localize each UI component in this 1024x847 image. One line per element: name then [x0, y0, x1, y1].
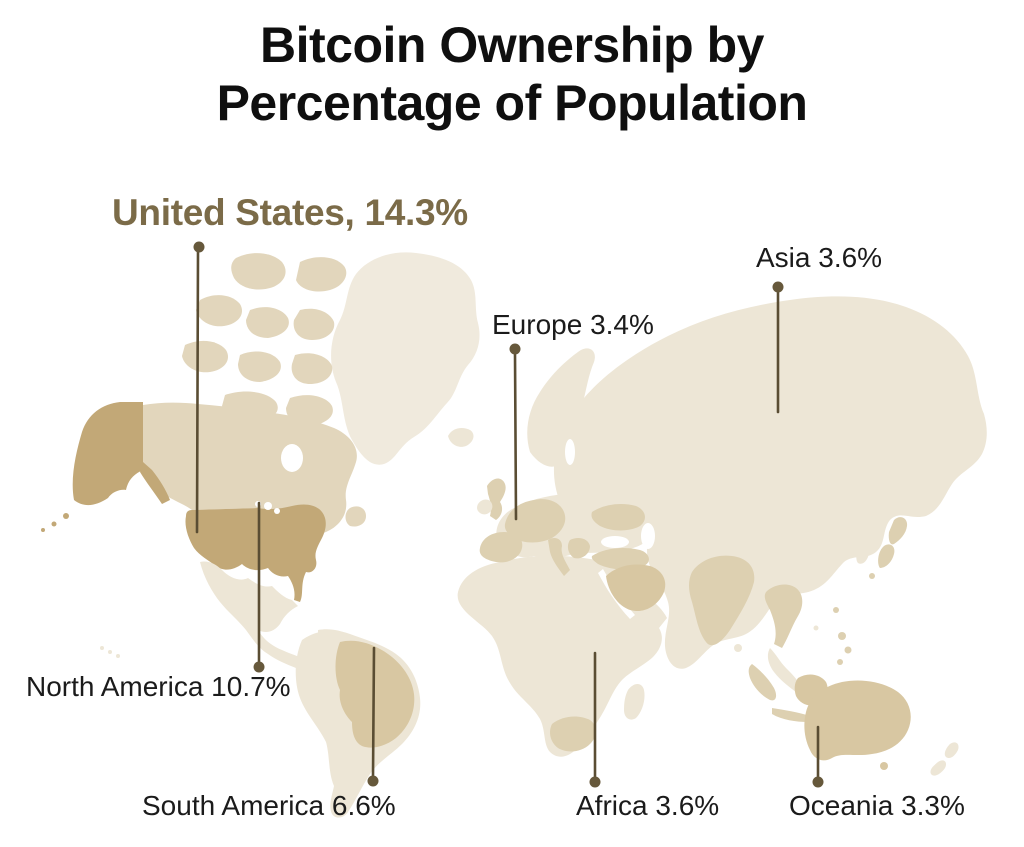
- tasmania-shape: [880, 762, 888, 770]
- iceland-shape: [448, 428, 474, 447]
- japan-island: [878, 544, 895, 568]
- alaska-panhandle: [140, 462, 170, 504]
- japan-island: [869, 573, 875, 579]
- japan-shape: [869, 517, 908, 579]
- newfoundland-shape: [345, 506, 366, 527]
- nz-north-island: [944, 742, 959, 759]
- hawaiian-island: [100, 646, 104, 650]
- india-shape: [689, 555, 755, 646]
- hainan-shape: [813, 625, 819, 631]
- arctic-island: [196, 295, 243, 327]
- leader-lines: [193, 241, 824, 788]
- france-germany-shape: [504, 499, 566, 543]
- aleutian-island: [63, 513, 69, 519]
- label-north-america: North America 10.7%: [26, 671, 291, 702]
- aleutian-island: [41, 528, 45, 532]
- page-title: Bitcoin Ownership by Percentage of Popul…: [0, 16, 1024, 132]
- arctic-island: [246, 307, 289, 338]
- leader-dot-south-america: [367, 775, 379, 787]
- balkans-shape: [567, 538, 590, 559]
- hawaiian-island: [108, 650, 112, 654]
- aleutian-island: [51, 521, 57, 527]
- caspian-sea-water: [641, 523, 655, 549]
- leader-dot-united-states: [193, 241, 205, 253]
- indochina-shape: [764, 584, 803, 648]
- black-sea-water: [601, 536, 629, 548]
- greenland-shape: [331, 252, 480, 465]
- java-shape: [772, 708, 810, 722]
- united-kingdom-shape: [487, 478, 506, 520]
- label-south-america: South America 6.6%: [142, 790, 396, 821]
- korea-shape: [856, 543, 870, 564]
- canada-arctic-islands: [182, 253, 347, 426]
- italy-shape: [548, 538, 570, 576]
- malay-peninsula-shape: [767, 648, 802, 692]
- new-zealand-shape: [930, 742, 959, 776]
- nz-south-island: [930, 760, 947, 776]
- hudson-bay-water: [281, 444, 303, 472]
- label-europe: Europe 3.4%: [492, 309, 654, 340]
- leader-dot-europe: [509, 343, 521, 355]
- spain-shape: [479, 532, 523, 563]
- leader-dot-north-america: [253, 661, 265, 673]
- leader-dot-asia: [772, 281, 784, 293]
- africa-shape: [457, 555, 667, 757]
- ireland-shape: [477, 499, 493, 515]
- baltic-sea-water: [565, 439, 575, 465]
- great-lake: [274, 508, 280, 514]
- sri-lanka-shape: [734, 644, 742, 652]
- leader-dot-africa: [589, 776, 601, 788]
- ukraine-shape: [591, 504, 645, 531]
- sumatra-shape: [748, 664, 777, 701]
- alaska-body: [72, 402, 143, 506]
- label-africa: Africa 3.6%: [576, 790, 720, 821]
- united-states-shape: [185, 504, 326, 602]
- arctic-island: [238, 351, 281, 382]
- leader-line-united-states: [195, 250, 200, 534]
- saudi-arabia-shape: [606, 564, 666, 612]
- great-lake: [264, 502, 272, 510]
- hawaii-shape: [100, 646, 120, 658]
- arctic-island: [291, 353, 333, 384]
- page-title-text: Bitcoin Ownership by Percentage of Popul…: [216, 17, 808, 131]
- philippine-island: [837, 659, 843, 665]
- label-asia: Asia 3.6%: [756, 242, 883, 273]
- philippine-island: [838, 632, 846, 640]
- arctic-island: [293, 308, 335, 340]
- madagascar-shape: [624, 684, 645, 720]
- hawaiian-island: [116, 654, 120, 658]
- leader-dot-oceania: [812, 776, 824, 788]
- scandinavia-shape: [527, 348, 595, 467]
- arctic-island: [231, 253, 286, 290]
- australia-shape: [804, 680, 911, 761]
- philippines-shape: [837, 632, 852, 665]
- label-united-states: United States, 14.3%: [112, 192, 468, 233]
- japan-island: [888, 517, 908, 545]
- alaska-shape: [41, 402, 170, 532]
- label-oceania: Oceania 3.3%: [789, 790, 965, 821]
- taiwan-shape: [833, 607, 839, 613]
- philippine-island: [844, 646, 852, 654]
- leader-line-south-america: [371, 646, 376, 778]
- arctic-island: [296, 257, 347, 292]
- turkey-shape: [591, 548, 649, 570]
- south-africa-shape: [550, 716, 596, 752]
- arctic-island: [182, 340, 229, 373]
- leader-line-europe: [513, 352, 518, 521]
